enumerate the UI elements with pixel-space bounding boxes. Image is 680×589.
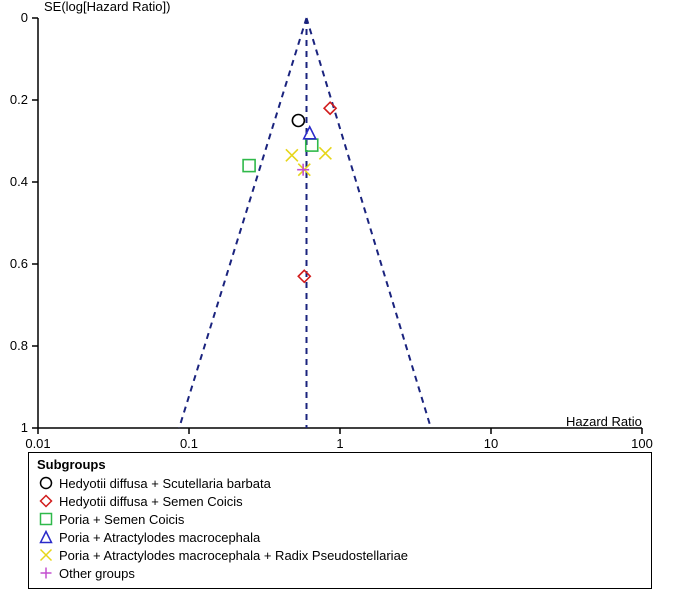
svg-text:0.6: 0.6 — [10, 256, 28, 271]
legend-title: Subgroups — [37, 457, 643, 472]
svg-text:100: 100 — [631, 436, 653, 450]
svg-text:0.4: 0.4 — [10, 174, 28, 189]
legend-label-par: Poria + Atractylodes macrocephala + Radi… — [59, 548, 408, 563]
svg-text:0.2: 0.2 — [10, 92, 28, 107]
svg-text:0: 0 — [21, 10, 28, 25]
funnel-plot: 0.01 0.1 1 10 100 0 0.2 0.4 0.6 0.8 1 — [0, 0, 680, 450]
legend-label-hs: Hedyotii diffusa + Scutellaria barbata — [59, 476, 271, 491]
legend-marker-hc — [37, 494, 55, 508]
svg-text:0.01: 0.01 — [25, 436, 50, 450]
svg-text:1: 1 — [21, 420, 28, 435]
legend-item-other: Other groups — [37, 564, 643, 582]
legend-marker-pa — [37, 530, 55, 544]
legend: Subgroups Hedyotii diffusa + Scutellaria… — [28, 452, 652, 589]
legend-item-pc: Poria + Semen Coicis — [37, 510, 643, 528]
svg-text:1: 1 — [336, 436, 343, 450]
legend-label-hc: Hedyotii diffusa + Semen Coicis — [59, 494, 243, 509]
legend-marker-par — [37, 548, 55, 562]
legend-label-other: Other groups — [59, 566, 135, 581]
figure-wrap: SE(log[Hazard Ratio]) Hazard Ratio 0.010… — [0, 0, 680, 578]
legend-label-pa: Poria + Atractylodes macrocephala — [59, 530, 260, 545]
legend-item-par: Poria + Atractylodes macrocephala + Radi… — [37, 546, 643, 564]
svg-text:0.8: 0.8 — [10, 338, 28, 353]
legend-marker-pc — [37, 512, 55, 526]
legend-item-hc: Hedyotii diffusa + Semen Coicis — [37, 492, 643, 510]
legend-marker-hs — [37, 476, 55, 490]
legend-label-pc: Poria + Semen Coicis — [59, 512, 184, 527]
legend-item-pa: Poria + Atractylodes macrocephala — [37, 528, 643, 546]
svg-text:0.1: 0.1 — [180, 436, 198, 450]
svg-text:10: 10 — [484, 436, 498, 450]
legend-item-hs: Hedyotii diffusa + Scutellaria barbata — [37, 474, 643, 492]
